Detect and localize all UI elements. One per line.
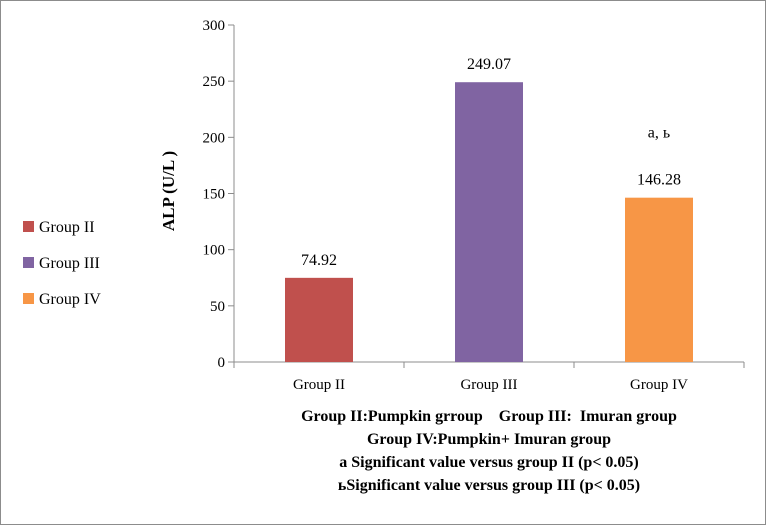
y-tick-label: 150 <box>203 187 226 203</box>
footnote-line: Group II:Pumpkin grroup Group III: Imura… <box>301 408 677 425</box>
bar-group-ii <box>285 277 353 362</box>
y-tick-label: 200 <box>203 130 226 146</box>
legend-swatch <box>23 293 34 304</box>
legend-entry: Group IV <box>39 291 101 308</box>
legend: Group II Group III Group IV <box>23 219 101 308</box>
y-axis-label: ALP (U/L ) <box>159 151 178 231</box>
x-tick-label: Group IV <box>630 377 688 393</box>
data-label: 146.28 <box>637 172 681 189</box>
footnote-line: ьSignificant value versus group III (p< … <box>338 477 640 494</box>
legend-swatch <box>23 257 34 268</box>
bars: 74.92 249.07 146.28 a, ь <box>285 56 693 362</box>
footnotes: Group II:Pumpkin grroup Group III: Imura… <box>301 408 677 494</box>
significance-annotation: a, ь <box>648 125 670 142</box>
y-tick-label: 0 <box>218 355 226 371</box>
legend-entry: Group II <box>39 219 95 236</box>
bar-group-iv <box>625 197 693 362</box>
y-tick-label: 250 <box>203 74 226 90</box>
axes: 0 50 100 150 200 250 300 Group II Group III Group… <box>203 18 745 393</box>
bar-group-iii <box>455 82 523 362</box>
y-tick-label: 300 <box>203 18 226 34</box>
data-label: 74.92 <box>301 252 337 269</box>
footnote-line: a Significant value versus group II (p< … <box>339 454 639 471</box>
y-tick-label: 50 <box>210 299 225 315</box>
y-tick-label: 100 <box>203 243 226 259</box>
x-tick-label: Group III <box>460 377 517 393</box>
legend-entry: Group III <box>39 255 100 272</box>
legend-swatch <box>23 221 34 232</box>
data-label: 249.07 <box>467 56 511 73</box>
footnote-line: Group IV:Pumpkin+ Imuran group <box>367 431 611 448</box>
x-tick-label: Group II <box>293 377 345 393</box>
